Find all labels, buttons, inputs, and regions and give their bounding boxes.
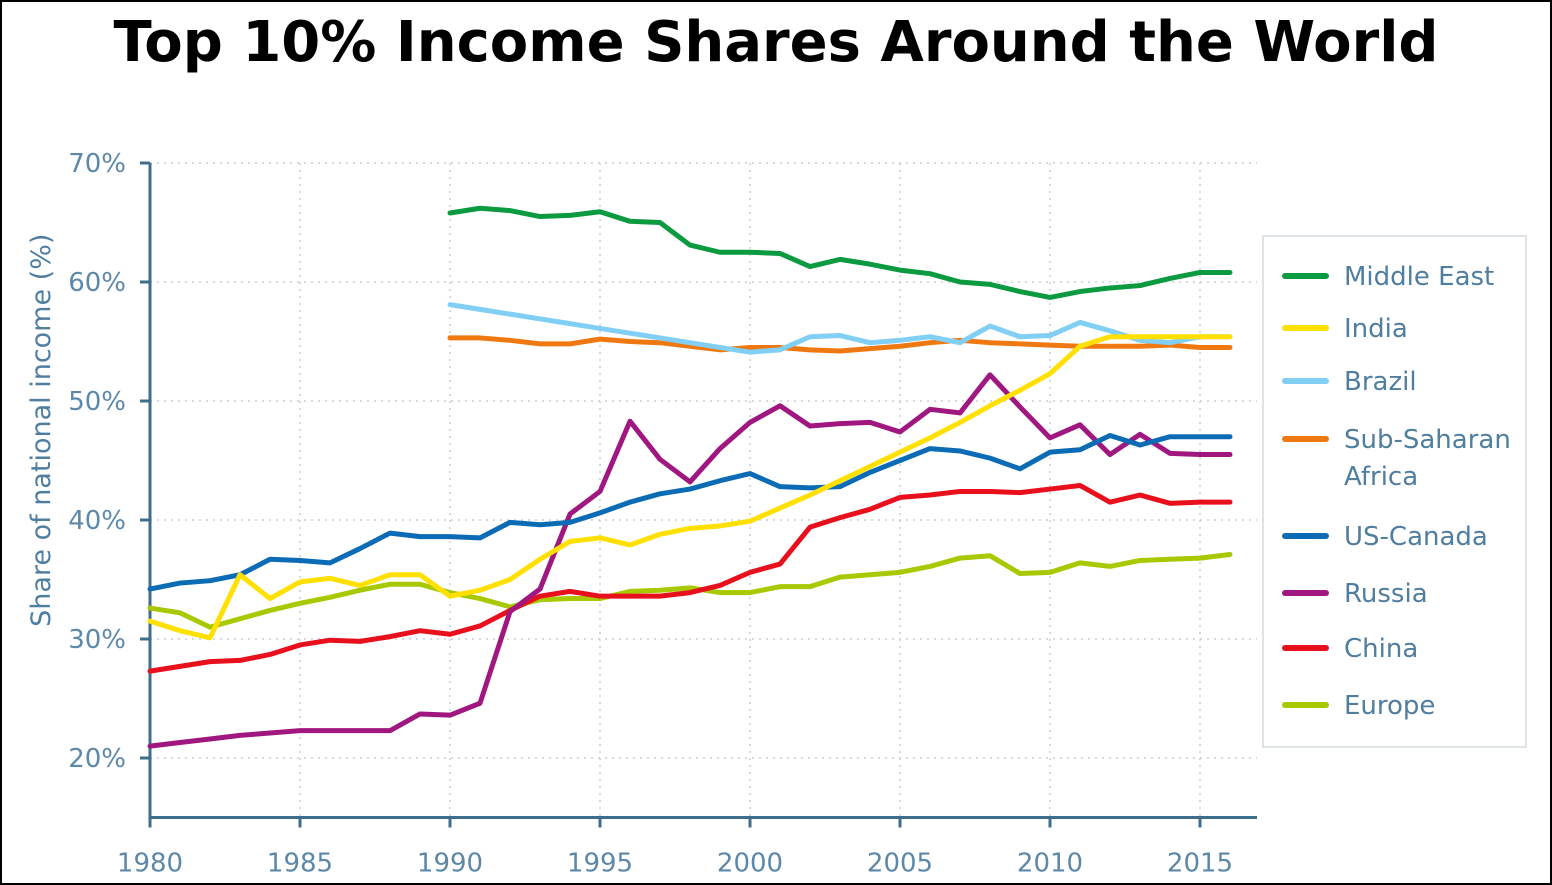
y-tick-label: 30% — [68, 625, 126, 655]
x-tick-label: 2010 — [1017, 849, 1083, 879]
series-line-sub-saharan-africa — [447, 335, 1233, 354]
y-tick-label: 50% — [68, 387, 126, 417]
y-tick-label: 60% — [68, 268, 126, 298]
legend-label: US-Canada — [1344, 522, 1488, 552]
legend-label: Russia — [1344, 579, 1428, 609]
x-tick-label: 1985 — [267, 849, 333, 879]
legend-label: Sub-Saharan — [1344, 425, 1511, 455]
x-tick-label: 1980 — [117, 849, 183, 879]
x-tick-label: 1995 — [567, 849, 633, 879]
series-line-india — [147, 334, 1233, 641]
legend-item: India — [1282, 314, 1408, 344]
x-tick-label: 2000 — [717, 849, 783, 879]
x-tick-label: 1990 — [417, 849, 483, 879]
legend-box — [1262, 235, 1527, 748]
legend-item: US-Canada — [1282, 522, 1488, 552]
series-line-russia — [147, 372, 1233, 749]
legend-item: China — [1282, 634, 1418, 664]
legend-item: Brazil — [1282, 367, 1417, 397]
legend-label: India — [1344, 314, 1408, 344]
series-line-china — [147, 482, 1233, 674]
x-tick-label: 2015 — [1167, 849, 1233, 879]
y-tick-label: 70% — [68, 149, 126, 179]
legend-label: Brazil — [1344, 367, 1417, 397]
series-line-us-canada — [147, 433, 1233, 592]
legend-item: Middle East — [1282, 262, 1494, 292]
y-tick-label: 20% — [68, 744, 126, 774]
series-line-brazil — [447, 302, 1233, 355]
legend-item: Sub-Saharan Africa — [1282, 425, 1511, 492]
legend-label: Europe — [1344, 691, 1435, 721]
y-axis-label: Share of national income (%) — [26, 234, 57, 627]
y-tick-label: 40% — [68, 506, 126, 536]
chart-title: Top 10% Income Shares Around the World — [113, 10, 1439, 75]
legend-label: Africa — [1344, 462, 1418, 492]
x-tick-label: 2005 — [867, 849, 933, 879]
legend-label: China — [1344, 634, 1418, 664]
series-line-europe — [147, 552, 1233, 630]
series-line-middle-east — [447, 205, 1233, 300]
legend-item: Europe — [1282, 691, 1435, 721]
legend-item: Russia — [1282, 579, 1428, 609]
legend-label: Middle East — [1344, 262, 1494, 292]
